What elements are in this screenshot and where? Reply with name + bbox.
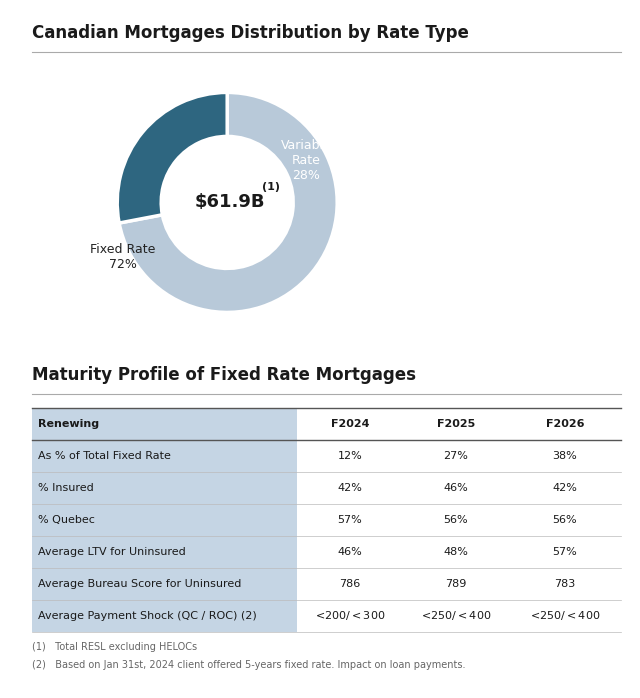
Text: Maturity Profile of Fixed Rate Mortgages: Maturity Profile of Fixed Rate Mortgages: [32, 366, 416, 385]
Text: Average LTV for Uninsured: Average LTV for Uninsured: [38, 547, 186, 557]
Text: 57%: 57%: [552, 547, 577, 557]
Text: Fixed Rate
72%: Fixed Rate 72%: [90, 244, 156, 272]
Text: % Quebec: % Quebec: [38, 515, 95, 525]
Text: 786: 786: [339, 579, 360, 589]
Text: F2025: F2025: [437, 419, 475, 429]
Text: Variable
Rate
28%: Variable Rate 28%: [281, 139, 332, 182]
Text: (2)   Based on Jan 31st, 2024 client offered 5-years fixed rate. Impact on loan : (2) Based on Jan 31st, 2024 client offer…: [32, 660, 465, 669]
Text: 48%: 48%: [444, 547, 468, 557]
Text: <$250 / <$400: <$250 / <$400: [420, 609, 491, 622]
Text: 783: 783: [554, 579, 575, 589]
Text: Average Bureau Score for Uninsured: Average Bureau Score for Uninsured: [38, 579, 241, 589]
Text: Average Payment Shock (QC / ROC) (2): Average Payment Shock (QC / ROC) (2): [38, 611, 257, 621]
Text: 56%: 56%: [444, 515, 468, 525]
Text: (1)   Total RESL excluding HELOCs: (1) Total RESL excluding HELOCs: [32, 642, 197, 652]
Text: 46%: 46%: [337, 547, 362, 557]
Text: Canadian Mortgages Distribution by Rate Type: Canadian Mortgages Distribution by Rate …: [32, 24, 469, 43]
Text: <$250 / <$400: <$250 / <$400: [530, 609, 600, 622]
Text: 42%: 42%: [337, 483, 362, 493]
Text: As % of Total Fixed Rate: As % of Total Fixed Rate: [38, 451, 171, 461]
Wedge shape: [119, 92, 337, 313]
Wedge shape: [117, 92, 227, 223]
Text: 56%: 56%: [552, 515, 577, 525]
Text: 27%: 27%: [444, 451, 468, 461]
Text: <$200 / <$300: <$200 / <$300: [315, 609, 385, 622]
Text: 46%: 46%: [444, 483, 468, 493]
Text: % Insured: % Insured: [38, 483, 93, 493]
Text: (1): (1): [262, 182, 280, 192]
Text: 12%: 12%: [337, 451, 362, 461]
Text: F2026: F2026: [546, 419, 584, 429]
Text: 38%: 38%: [552, 451, 577, 461]
Text: 42%: 42%: [552, 483, 577, 493]
Text: Renewing: Renewing: [38, 419, 99, 429]
Text: 57%: 57%: [337, 515, 362, 525]
Text: 789: 789: [445, 579, 467, 589]
Text: $61.9B: $61.9B: [194, 193, 265, 211]
Text: F2024: F2024: [331, 419, 369, 429]
